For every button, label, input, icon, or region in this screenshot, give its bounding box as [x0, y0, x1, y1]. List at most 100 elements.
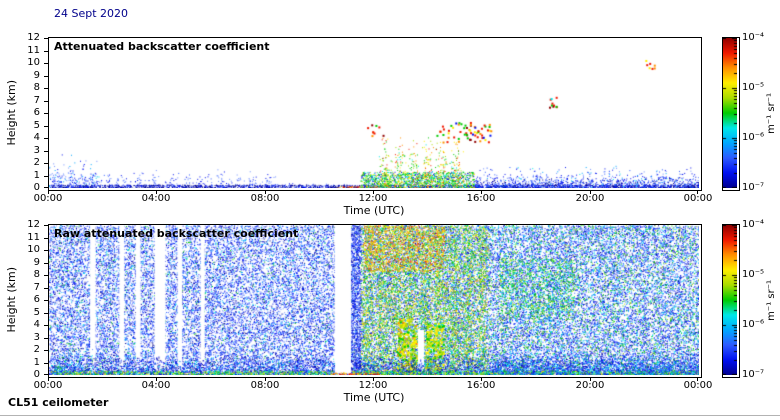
x-tick-mark	[373, 377, 374, 381]
heatmap-canvas-attenuated	[49, 38, 699, 188]
x-tick-label: 12:00	[358, 193, 388, 204]
y-tick-mark	[44, 363, 48, 364]
y-tick-mark	[44, 300, 48, 301]
colorbar-gradient-canvas-top	[723, 38, 737, 188]
y-tick-label: 12	[27, 219, 40, 230]
x-tick-label: 08:00	[250, 380, 280, 391]
plot-frame-top: Attenuated backscatter coefficient	[48, 37, 702, 191]
y-tick-mark	[44, 151, 48, 152]
colorbar-tick-label: 10⁻⁵	[742, 82, 765, 93]
y-tick-label: 7	[33, 94, 40, 106]
y-tick-mark	[44, 163, 48, 164]
y-tick-mark	[44, 350, 48, 351]
x-tick-label: 12:00	[358, 380, 388, 391]
x-tick-mark	[265, 377, 266, 381]
colorbar-tick-label: 10⁻⁷	[742, 182, 765, 193]
x-tick-mark	[590, 377, 591, 381]
x-tick-label: 04:00	[141, 380, 171, 391]
x-tick-mark	[697, 190, 698, 194]
y-tick-label: 6	[33, 107, 40, 118]
colorbar-tick-label: 10⁻⁴	[742, 32, 765, 43]
x-tick-label: 04:00	[141, 193, 171, 204]
colorbar-unit-label-wrap-top: m⁻¹ sr⁻¹	[764, 38, 778, 188]
plot-frame-bottom: Raw attenuated backscatter coefficient	[48, 224, 702, 378]
x-tick-mark	[590, 190, 591, 194]
y-tick-label: 10	[27, 244, 40, 255]
y-tick-mark	[44, 76, 48, 77]
y-tick-label: 5	[33, 119, 40, 131]
y-axis-label: Height (km)	[4, 267, 18, 333]
y-tick-label: 1	[33, 356, 40, 368]
y-tick-mark	[44, 250, 48, 251]
x-tick-label: 16:00	[466, 380, 496, 391]
y-tick-label: 12	[27, 32, 40, 43]
y-tick-mark	[44, 63, 48, 64]
y-tick-label: 0	[33, 182, 40, 193]
y-tick-label: 8	[33, 82, 40, 93]
y-tick-mark	[44, 38, 48, 39]
x-tick-label: 20:00	[575, 380, 605, 391]
colorbar-unit-label: m⁻¹ sr⁻¹	[765, 279, 777, 321]
y-tick-mark	[44, 138, 48, 139]
y-tick-label: 3	[33, 331, 40, 343]
x-tick-label: 00:00	[33, 193, 63, 204]
colorbar-tick-labels-top: 10⁻⁴ 10⁻⁵ 10⁻⁶ 10⁻⁷	[742, 32, 772, 193]
bottom-separator	[0, 415, 780, 416]
y-tick-mark	[44, 113, 48, 114]
x-tick-mark	[481, 377, 482, 381]
colorbar-tick-label: 10⁻⁷	[742, 369, 765, 380]
y-axis-label-wrap-top: Height (km)	[4, 38, 18, 188]
x-tick-mark	[697, 377, 698, 381]
x-tick-mark	[156, 377, 157, 381]
y-tick-mark	[44, 88, 48, 89]
colorbar-tick-label: 10⁻⁴	[742, 219, 765, 230]
plot-title-attenuated: Attenuated backscatter coefficient	[54, 40, 270, 53]
x-tick-label: 08:00	[250, 193, 280, 204]
y-tick-label: 6	[33, 294, 40, 305]
y-tick-label: 7	[33, 281, 40, 293]
y-tick-mark	[44, 338, 48, 339]
y-tick-mark	[44, 325, 48, 326]
y-tick-mark	[44, 288, 48, 289]
y-tick-mark	[44, 313, 48, 314]
y-tick-mark	[44, 51, 48, 52]
colorbar-unit-label-wrap-bottom: m⁻¹ sr⁻¹	[764, 225, 778, 375]
colorbar-tick-label: 10⁻⁶	[742, 319, 765, 330]
y-tick-label: 4	[33, 132, 40, 143]
y-tick-mark	[44, 275, 48, 276]
y-tick-labels-bottom: 12 11 10 9 8 7 6 5 4 3 2 1 0	[20, 219, 48, 380]
y-tick-mark	[44, 126, 48, 127]
y-tick-label: 4	[33, 319, 40, 330]
x-tick-label: 00:00	[683, 380, 713, 391]
x-axis-label-top: Time (UTC)	[343, 204, 405, 217]
y-tick-label: 1	[33, 169, 40, 181]
x-tick-mark	[373, 190, 374, 194]
x-tick-mark	[48, 190, 49, 194]
y-tick-mark	[44, 225, 48, 226]
y-tick-label: 8	[33, 269, 40, 280]
x-tick-label: 00:00	[683, 193, 713, 204]
x-tick-mark	[156, 190, 157, 194]
y-tick-label: 3	[33, 144, 40, 156]
y-tick-label: 11	[27, 231, 40, 243]
footer-label: CL51 ceilometer	[8, 396, 109, 409]
y-tick-mark	[44, 263, 48, 264]
y-axis-label: Height (km)	[4, 80, 18, 146]
plot-title-raw: Raw attenuated backscatter coefficient	[54, 227, 299, 240]
y-tick-mark	[44, 101, 48, 102]
x-tick-label: 20:00	[575, 193, 605, 204]
colorbar-frame-top	[722, 37, 740, 191]
y-tick-mark	[44, 176, 48, 177]
y-tick-label: 2	[33, 157, 40, 168]
x-tick-label: 16:00	[466, 193, 496, 204]
colorbar-tick-label: 10⁻⁶	[742, 132, 765, 143]
y-tick-label: 10	[27, 57, 40, 68]
y-tick-label: 0	[33, 369, 40, 380]
y-tick-label: 9	[33, 256, 40, 268]
colorbar-unit-label: m⁻¹ sr⁻¹	[765, 92, 777, 134]
x-tick-labels-bottom: 00:00 04:00 08:00 12:00 16:00 20:00 00:00	[34, 377, 712, 393]
y-tick-mark	[44, 238, 48, 239]
colorbar-tick-label: 10⁻⁵	[742, 269, 765, 280]
x-tick-mark	[481, 190, 482, 194]
